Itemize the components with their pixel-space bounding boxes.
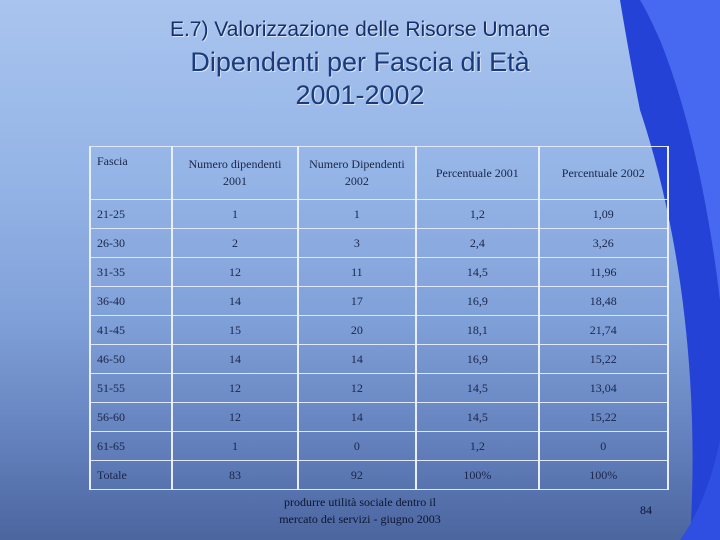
table-cell: 14 [296,344,418,374]
table-cell: 2 [171,228,299,258]
page-title-years: 2001-2002 [295,80,425,110]
table-row: 51-55 12 12 14,5 13,04 [88,373,670,403]
table-row: 61-65 1 0 1,2 0 [88,431,670,461]
header-cell: Numero dipendenti 2001 [171,146,299,200]
table-cell: 17 [296,286,418,316]
table-cell: 100% [415,460,540,490]
table-cell: 92 [296,460,418,490]
header-cell: Percentuale 2002 [537,146,670,200]
table-cell: 100% [537,460,670,490]
table-cell: 36-40 [88,286,174,316]
table-cell: 51-55 [88,373,174,403]
footer-line: produrre utilità sociale dentro il [284,495,436,509]
table-cell: 41-45 [88,315,174,345]
table-cell: 0 [296,431,418,461]
table-cell: 14,5 [415,373,540,403]
table-cell: 46-50 [88,344,174,374]
table-cell: 14 [296,402,418,432]
table-cell: 1 [171,431,299,461]
header-cell: Fascia [88,146,174,200]
table-cell: 15,22 [537,402,670,432]
table-row: 41-45 15 20 18,1 21,74 [88,315,670,345]
table-cell: 14 [171,286,299,316]
table-cell: 2,4 [415,228,540,258]
table-cell: 11,96 [537,257,670,287]
table-cell: 12 [171,402,299,432]
table-cell: 1,09 [537,199,670,229]
footer-caption: produrre utilità sociale dentro il merca… [258,494,462,528]
table-cell: 83 [171,460,299,490]
table-cell: 26-30 [88,228,174,258]
table-cell: 13,04 [537,373,670,403]
section-title: E.7) Valorizzazione delle Risorse Umane [169,18,551,41]
table-row: 56-60 12 14 14,5 15,22 [88,402,670,432]
table-cell: 18,48 [537,286,670,316]
table-cell: 14,5 [415,402,540,432]
table-header-row: Fascia Numero dipendenti 2001 Numero Dip… [88,146,670,200]
table-cell: 20 [296,315,418,345]
table-row: 31-35 12 11 14,5 11,96 [88,257,670,287]
table-row: 21-25 1 1 1,2 1,09 [88,199,670,229]
table-cell: 1,2 [415,199,540,229]
table-cell: 12 [171,257,299,287]
table-row: 46-50 14 14 16,9 15,22 [88,344,670,374]
page-number: 84 [640,503,652,517]
table-cell: 12 [296,373,418,403]
header-cell: Percentuale 2001 [415,146,540,200]
table-cell: 14 [171,344,299,374]
table-cell: 31-35 [88,257,174,287]
footer-line: mercato dei servizi - giugno 2003 [279,512,441,526]
table-cell: 21-25 [88,199,174,229]
table-cell: 1 [171,199,299,229]
table-cell: 1,2 [415,431,540,461]
table-cell: 3 [296,228,418,258]
page-title: Dipendenti per Fascia di Età 2001-2002 [0,46,720,112]
table-cell: 21,74 [537,315,670,345]
table-cell: 18,1 [415,315,540,345]
table-cell: 14,5 [415,257,540,287]
table-cell: 15 [171,315,299,345]
table-cell: 56-60 [88,402,174,432]
page-title-main: Dipendenti per Fascia di Età [190,47,530,77]
table-cell: 1 [296,199,418,229]
table-cell: Totale [88,460,174,490]
table-cell: 0 [537,431,670,461]
table-row: 36-40 14 17 16,9 18,48 [88,286,670,316]
table-cell: 12 [171,373,299,403]
table-row: 26-30 2 3 2,4 3,26 [88,228,670,258]
table-cell: 11 [296,257,418,287]
table-cell: 61-65 [88,431,174,461]
header-cell: Numero Dipendenti 2002 [296,146,418,200]
table-cell: 16,9 [415,344,540,374]
table-cell: 15,22 [537,344,670,374]
table-total-row: Totale 83 92 100% 100% [88,460,670,490]
table-cell: 16,9 [415,286,540,316]
age-bracket-table: Fascia Numero dipendenti 2001 Numero Dip… [88,146,670,490]
table-cell: 3,26 [537,228,670,258]
